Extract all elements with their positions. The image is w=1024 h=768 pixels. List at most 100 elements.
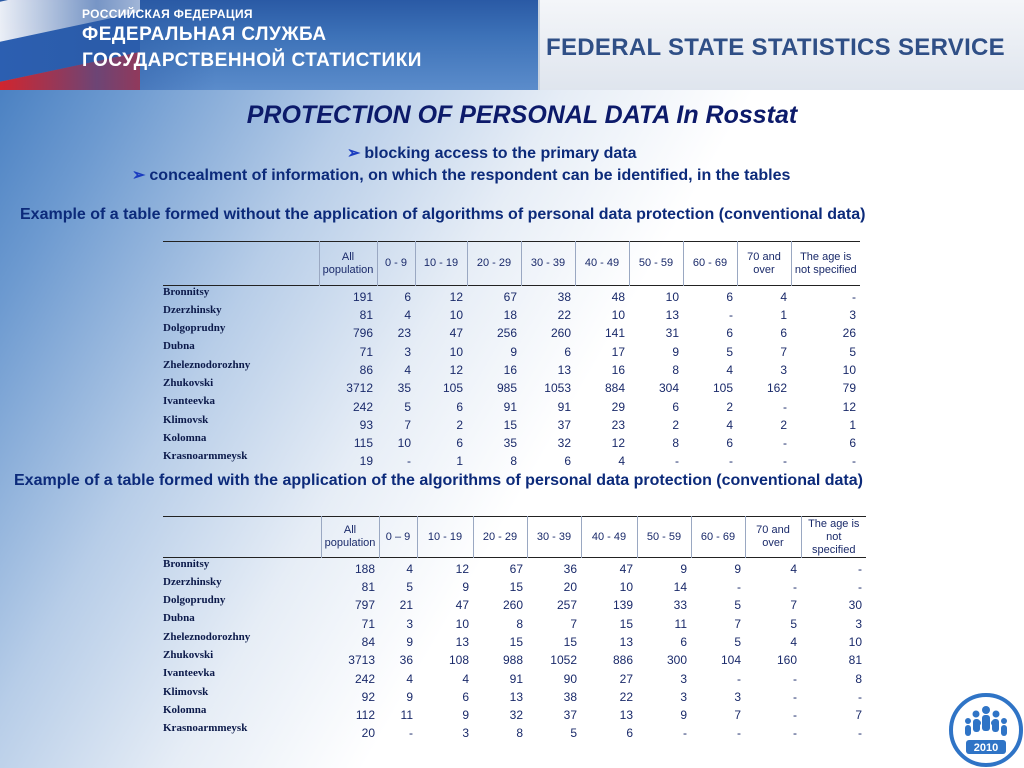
value-cell: 9 [510, 344, 517, 359]
row-name-cell: Zheleznodorozhny [163, 358, 251, 371]
value-cell: - [793, 726, 797, 741]
table-row: Zhukovski 3713 36 108 988 1052 886 300 104 160 81 [163, 649, 866, 667]
row-name-cell: Dubna [163, 612, 195, 625]
value-cell: 71 [361, 616, 375, 631]
row-name-cell: Bronnitsy [163, 286, 210, 298]
value-cell: - [858, 726, 862, 741]
value-cell: 6 [462, 689, 469, 704]
value-cell: 81 [359, 308, 373, 323]
value-cell: 6 [849, 436, 856, 451]
bullet-text: concealment of information, on which the… [149, 167, 791, 184]
value-cell: 10 [842, 362, 856, 377]
row-name-cell: Ivanteevka [163, 667, 215, 680]
value-cell: 3 [680, 689, 687, 704]
value-cell: 2 [780, 417, 787, 432]
value-cell: 32 [557, 436, 571, 451]
value-cell: 6 [564, 454, 571, 469]
value-cell: 6 [626, 726, 633, 741]
value-cell: 141 [604, 326, 625, 341]
agency-name-line2: ГОСУДАРСТВЕННОЙ СТАТИСТИКИ [82, 50, 422, 71]
value-cell: 988 [502, 653, 523, 668]
column-header: 50 - 59 [636, 516, 691, 558]
value-cell: 22 [557, 308, 571, 323]
row-name-cell: Zheleznodorozhny [163, 630, 251, 643]
value-cell: 20 [361, 726, 375, 741]
country-label: РОССИЙСКАЯ ФЕДЕРАЦИЯ [82, 7, 253, 21]
row-name-cell: Krasnoarmmeysk [163, 722, 248, 735]
value-cell: 79 [842, 381, 856, 396]
value-cell: 37 [557, 417, 571, 432]
value-cell: 47 [455, 598, 469, 613]
value-cell: 3 [406, 616, 413, 631]
value-cell: 5 [849, 344, 856, 359]
value-cell: 1053 [544, 381, 571, 396]
value-cell: - [783, 436, 787, 451]
value-cell: 4 [726, 417, 733, 432]
value-cell: 112 [355, 708, 375, 723]
value-cell: 12 [449, 289, 463, 304]
value-cell: 15 [509, 634, 523, 649]
value-cell: 6 [680, 634, 687, 649]
table-row: Bronnitsy 188 4 12 67 36 47 9 9 4 - [163, 558, 866, 576]
value-cell: - [729, 308, 733, 323]
value-cell: - [793, 689, 797, 704]
value-cell: 797 [354, 598, 375, 613]
value-cell: 108 [448, 653, 469, 668]
value-cell: 985 [496, 381, 517, 396]
column-header: 60 - 69 [682, 241, 737, 286]
row-name-cell: Dzerzhinsky [163, 575, 222, 588]
table-caption-protected: Example of a table formed with the appli… [14, 472, 863, 489]
value-cell: 35 [503, 436, 517, 451]
value-cell: - [737, 580, 741, 595]
value-cell: 21 [399, 598, 413, 613]
value-cell: 81 [848, 653, 862, 668]
value-cell: 71 [359, 344, 373, 359]
value-cell: 4 [404, 362, 411, 377]
value-cell: 884 [604, 381, 625, 396]
value-cell: 10 [449, 344, 463, 359]
value-cell: 13 [619, 634, 633, 649]
column-header: All population [320, 516, 379, 558]
value-cell: 4 [406, 671, 413, 686]
value-cell: 11 [400, 708, 413, 723]
value-cell: 9 [406, 634, 413, 649]
agency-name-line1: ФЕДЕРАЛЬНАЯ СЛУЖБА [82, 24, 327, 45]
value-cell: 3 [780, 362, 787, 377]
value-cell: 15 [563, 634, 577, 649]
value-cell: 242 [354, 671, 375, 686]
column-header: All population [318, 241, 377, 286]
table-row: Ivanteevka 242 4 4 91 90 27 3 - - 8 [163, 667, 866, 685]
value-cell: - [858, 689, 862, 704]
value-cell: 10 [665, 289, 679, 304]
value-cell: 38 [563, 689, 577, 704]
value-cell: 7 [734, 616, 741, 631]
value-cell: 15 [509, 580, 523, 595]
value-cell: 5 [406, 580, 413, 595]
value-cell: - [858, 561, 862, 576]
row-name-cell: Dolgoprudny [163, 594, 226, 607]
value-cell: 13 [619, 708, 633, 723]
value-cell: 6 [726, 289, 733, 304]
value-cell: 67 [509, 561, 523, 576]
value-cell: 36 [563, 561, 577, 576]
table-row: Zheleznodorozhny 84 9 13 15 15 13 6 5 4 10 [163, 631, 866, 649]
table-row: Dzerzhinsky 81 4 10 18 22 10 13-1 3 [163, 304, 860, 322]
value-cell: 9 [680, 561, 687, 576]
value-cell: 10 [397, 436, 411, 451]
value-cell: 37 [563, 708, 577, 723]
table-row: Ivanteevka 242 5 6 91 91 29 6 2 - 12 [163, 395, 860, 413]
value-cell: 9 [672, 344, 679, 359]
value-cell: - [852, 454, 856, 469]
value-cell: 90 [563, 671, 577, 686]
value-cell: 5 [404, 399, 411, 414]
table-row: Klimovsk 93 7 2 15 37 23 2 4 2 1 [163, 414, 860, 432]
value-cell: 304 [658, 381, 679, 396]
value-cell: 796 [352, 326, 373, 341]
column-header: 20 - 29 [466, 241, 521, 286]
column-header: The age is not specified [800, 516, 866, 558]
value-cell: 32 [509, 708, 523, 723]
value-cell: 30 [848, 598, 862, 613]
value-cell: - [858, 580, 862, 595]
table-row: Klimovsk 92 9 6 13 38 22 3 3 - - [163, 686, 866, 704]
table-row: Dolgoprudny 796 23 47 256 260 141 31 6 6 26 [163, 322, 860, 340]
